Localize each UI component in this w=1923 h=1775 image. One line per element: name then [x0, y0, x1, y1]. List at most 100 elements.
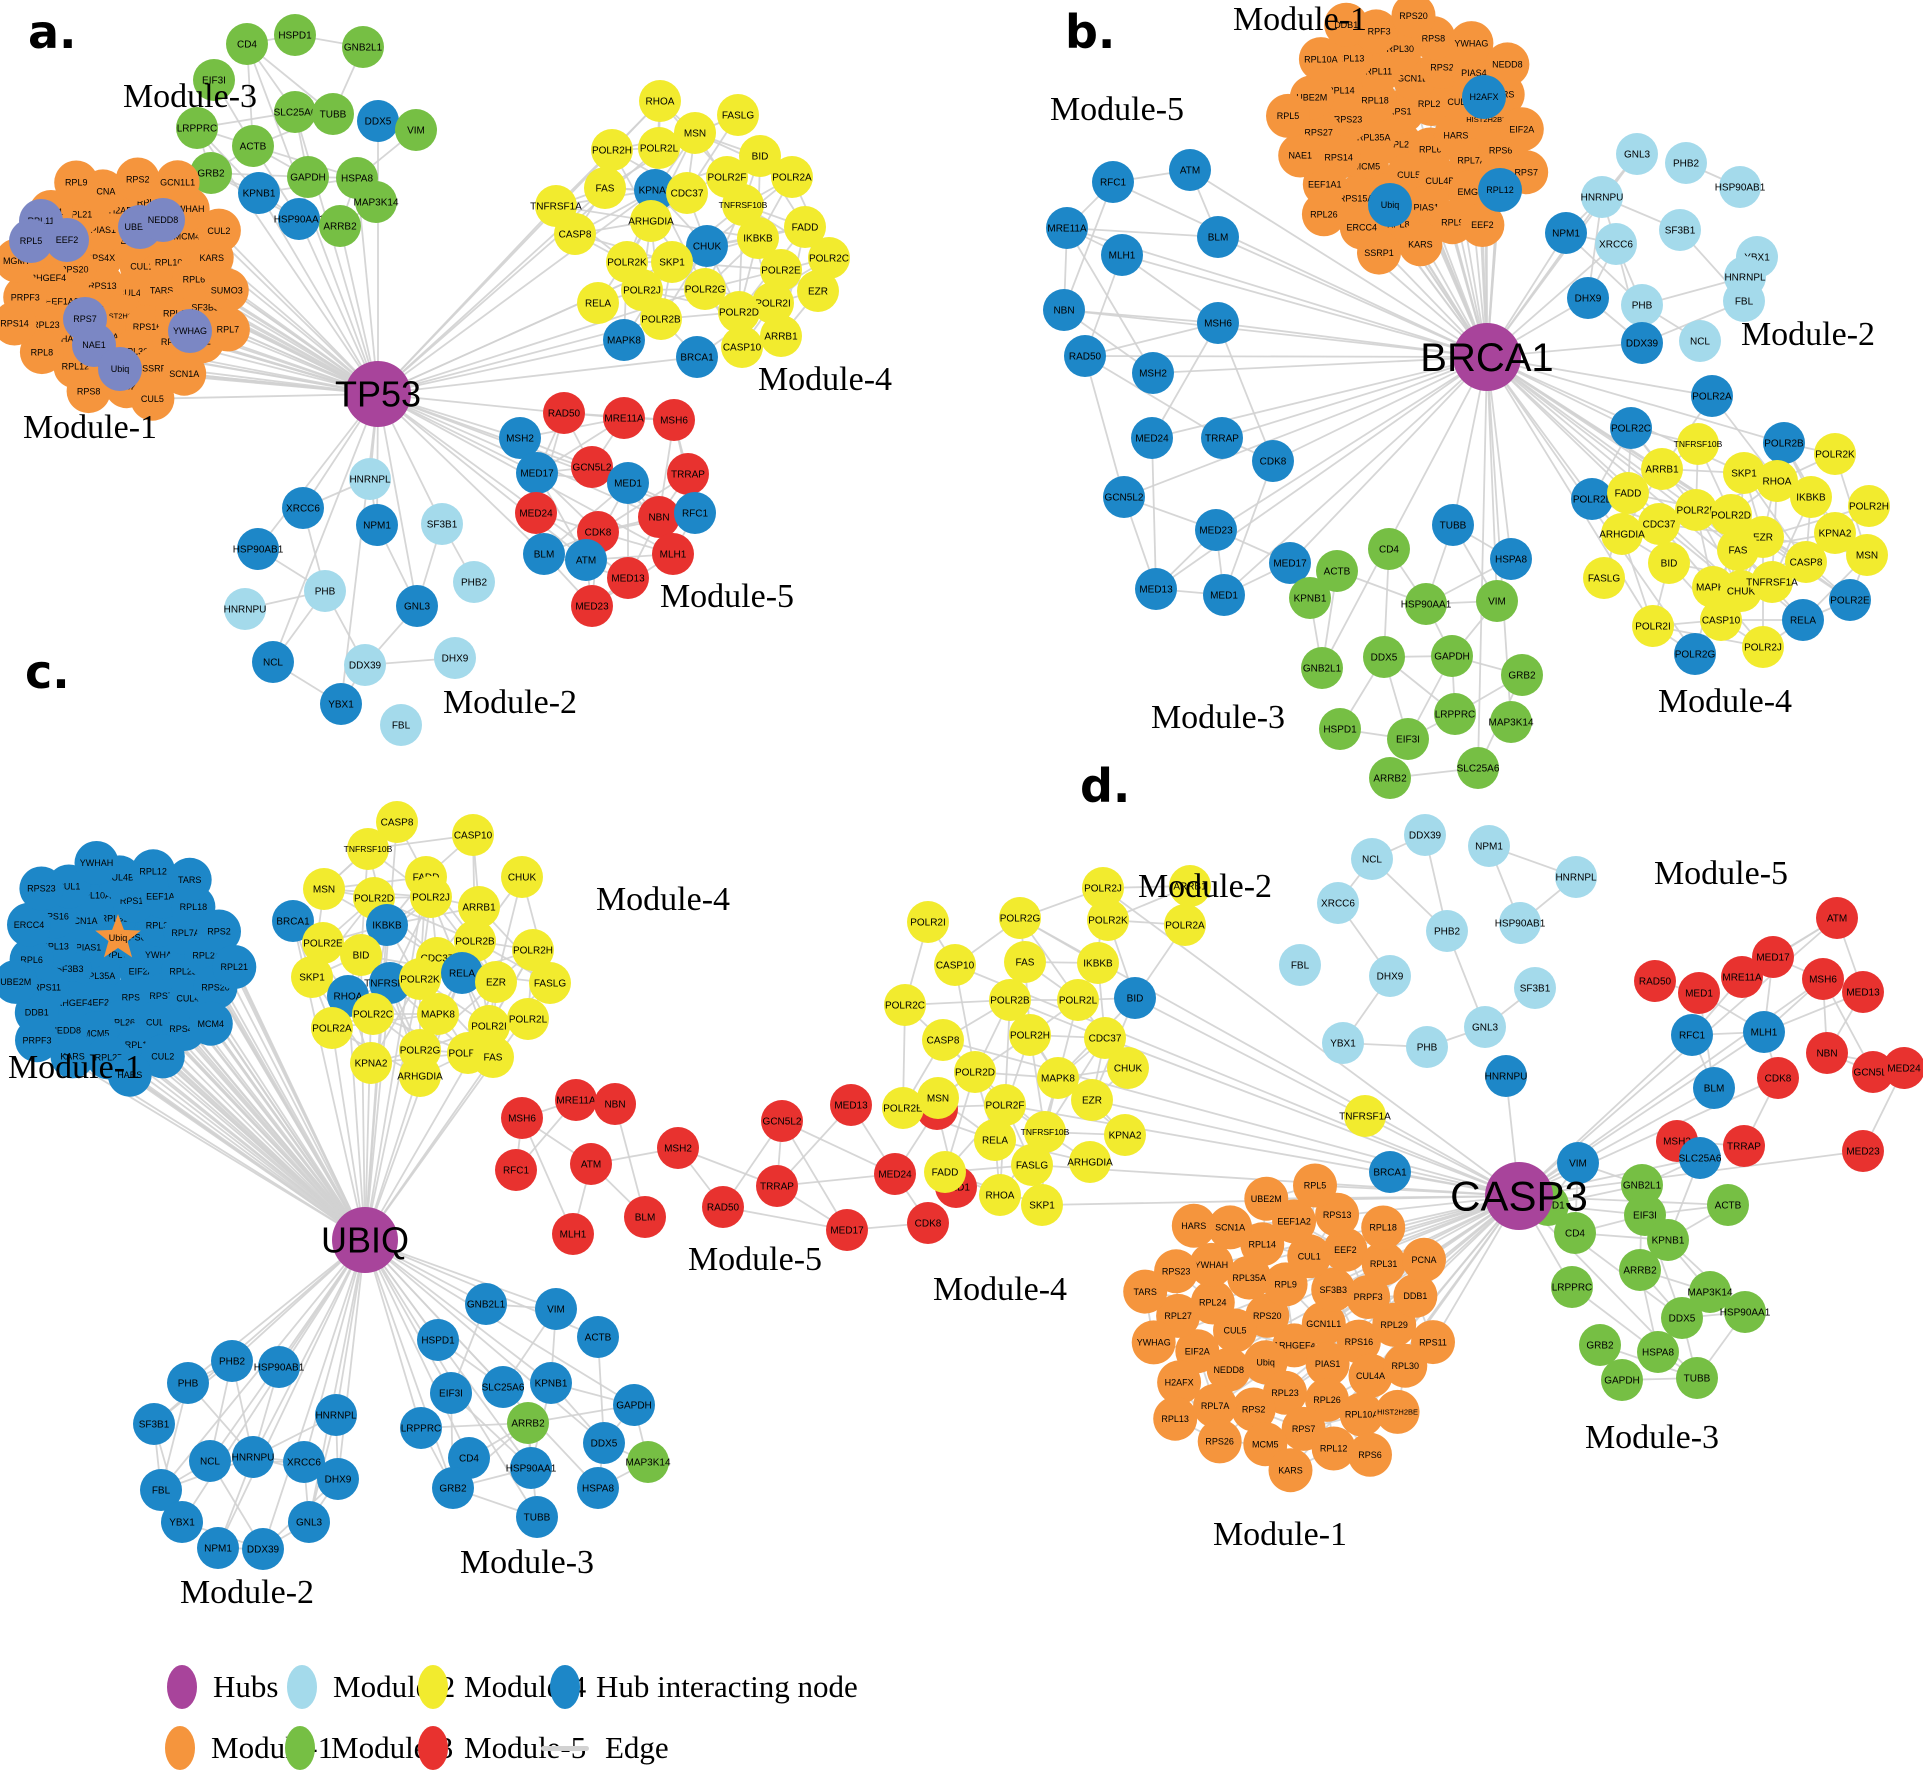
node-label: RFC1: [1679, 1031, 1706, 1042]
node-ARRB1: [1169, 865, 1211, 907]
node-label: DDX5: [591, 1439, 618, 1450]
node-label: MAPK8: [421, 1010, 455, 1021]
node-BID: [1114, 977, 1156, 1019]
node-RPL5: [9, 219, 53, 263]
node-CHUK: [1107, 1047, 1149, 1089]
node-label: RPL21: [221, 962, 249, 972]
node-SKP1: [651, 241, 693, 283]
node-RAD50: [1634, 960, 1676, 1002]
node-KPNA2: [350, 1042, 392, 1084]
node-PHB: [1406, 1026, 1448, 1068]
node-label: MED23: [575, 602, 609, 613]
node-label: RPL6: [1419, 145, 1442, 155]
node-label: RPL21: [1418, 99, 1446, 109]
node-label: GNL3: [1624, 150, 1651, 161]
node-XRCC6: [1317, 882, 1359, 924]
node-CASP10: [721, 326, 763, 368]
node-label: POLR2A: [312, 1024, 352, 1035]
node-label: CASP8: [381, 818, 414, 829]
node-GCN1L1: [155, 160, 200, 205]
node-DDX5: [583, 1422, 625, 1464]
node-label: EIF3I: [1633, 1211, 1657, 1222]
node-label: RPL31: [101, 914, 129, 924]
node-label: CUL2: [207, 226, 230, 236]
node-label: LRPPRC: [1435, 710, 1476, 721]
node-UBE2M: [0, 959, 38, 1004]
node-BLM: [624, 1196, 666, 1238]
node-label: ARHGDIA: [397, 1072, 443, 1083]
node-label: YWHAH: [1195, 1260, 1229, 1270]
node-label: POLR2D: [1711, 511, 1751, 522]
node-RPL26: [1301, 192, 1346, 237]
node-label: FASLG: [1588, 574, 1620, 585]
node-label: MLH1: [1751, 1028, 1778, 1039]
node-label: RPS7: [73, 314, 97, 324]
node-label: CDK8: [1765, 1074, 1792, 1085]
node-label: BRCA1: [1373, 1168, 1407, 1179]
node-label: ACTB: [240, 142, 267, 153]
node-label: CUL4B: [118, 288, 147, 298]
node-HNRNPU: [232, 1436, 274, 1478]
module-label-module-2: Module-2: [443, 684, 577, 721]
node-GCN5L2: [761, 1100, 803, 1142]
node-EIF3I: [1387, 718, 1429, 760]
node-CUL2: [140, 1034, 185, 1079]
node-label: HSPA8: [1495, 555, 1527, 566]
node-RFC1: [1671, 1014, 1713, 1056]
node-label: MAP3K14: [1687, 1288, 1732, 1299]
node-label: POLR2B: [990, 996, 1030, 1007]
node-label: POLR2J: [412, 893, 450, 904]
node-label: CUL4B: [1425, 176, 1454, 186]
node-PHB2: [1426, 910, 1468, 952]
node-label: RPL12: [1486, 185, 1514, 195]
node-ARHGDIA: [1601, 513, 1643, 555]
node-label: NPM1: [1475, 842, 1503, 853]
node-label: MED1: [1210, 591, 1238, 602]
node-DHX9: [317, 1458, 359, 1500]
node-IKBKB: [1077, 942, 1119, 984]
node-label: CDC37: [671, 189, 704, 200]
node-label: TNFRSF10B: [719, 200, 768, 210]
node-label: Ubiq: [111, 364, 130, 374]
node-label: TUBB: [1684, 1374, 1711, 1385]
node-label: RPS20: [1253, 1311, 1282, 1321]
node-CUL2: [196, 208, 241, 253]
node-label: HARS: [1181, 1221, 1206, 1231]
node-label: FAS: [484, 1053, 503, 1064]
node-RPS2: [1231, 1387, 1276, 1432]
node-FADD: [784, 206, 826, 248]
node-MED17: [516, 452, 558, 494]
node-label: HNRNPL: [1555, 873, 1597, 884]
node-label: HSP90AB1: [1715, 183, 1766, 194]
node-GNL3: [396, 585, 438, 627]
node-GAPDH: [613, 1384, 655, 1426]
node-label: GNB2L1: [344, 43, 383, 54]
node-GRB2: [1579, 1324, 1621, 1366]
node-label: RHOA: [646, 97, 675, 108]
node-PHB: [304, 570, 346, 612]
node-label: SLC25A6: [274, 108, 317, 119]
node-POLR2H: [591, 129, 633, 171]
node-label: MRE11A: [1722, 973, 1762, 984]
node-label: MED13: [834, 1101, 868, 1112]
node-label: RPL5: [20, 236, 43, 246]
node-CUL4A: [1348, 1353, 1393, 1398]
node-label: DDX39: [247, 1545, 280, 1556]
node-RPL5: [1266, 93, 1310, 138]
node-label: PCNA: [90, 187, 115, 197]
node-label: BID: [1127, 994, 1144, 1005]
node-FASLG: [717, 94, 759, 136]
node-label: CHUK: [1114, 1064, 1143, 1075]
node-label: HNRNPL: [1724, 273, 1766, 284]
node-label: RPL26: [1313, 1395, 1341, 1405]
node-label: MRE11A: [1047, 224, 1087, 235]
node-label: CDK8: [1260, 457, 1287, 468]
node-label: MAP3K14: [353, 198, 398, 209]
node-label: HSPD1: [1323, 725, 1357, 736]
node-label: RPL27: [1164, 1311, 1192, 1321]
node-label: TNFRSF1A: [1746, 578, 1798, 589]
node-GCN5L2: [1103, 476, 1145, 518]
node-label: CUL4A: [176, 993, 205, 1003]
node-label: RPL7: [105, 950, 128, 960]
node-RELA: [441, 952, 483, 994]
